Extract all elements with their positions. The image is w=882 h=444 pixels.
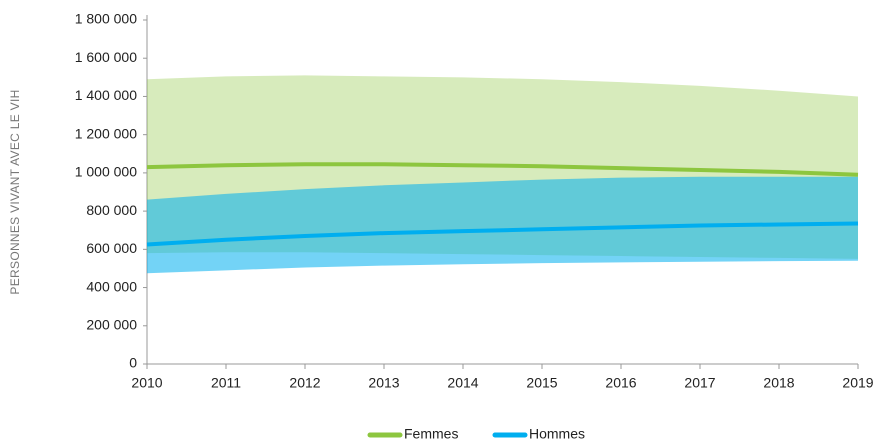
x-tick-label: 2015 [526,375,557,391]
x-tick-label: 2019 [842,375,873,391]
legend-label: Femmes [404,426,458,442]
x-tick-label: 2018 [763,375,794,391]
y-tick-label: 600 000 [86,240,137,256]
x-tick-label: 2014 [447,375,478,391]
y-tick-label: 1 000 000 [75,164,137,180]
series-line [146,162,859,177]
x-tick-label: 2012 [289,375,320,391]
series-line [146,221,859,247]
y-tick-label: 1 400 000 [75,87,137,103]
legend-label: Hommes [529,426,585,442]
x-tick-label: 2011 [211,375,241,391]
y-tick-label: 1 200 000 [75,125,137,141]
uncertainty-band [147,176,858,274]
y-tick-label: 1 600 000 [75,49,137,65]
x-tick-label: 2013 [368,375,399,391]
x-tick-label: 2017 [684,375,715,391]
y-tick-label: 200 000 [86,316,137,332]
y-tick-label: 400 000 [86,278,137,294]
y-tick-label: 1 800 000 [75,11,137,27]
y-tick-label: 0 [129,355,137,371]
y-tick-label: 800 000 [86,202,137,218]
x-tick-label: 2010 [131,375,162,391]
x-tick-label: 2016 [605,375,636,391]
y-axis-title: PERSONNES VIVANT AVEC LE VIH [8,89,22,294]
